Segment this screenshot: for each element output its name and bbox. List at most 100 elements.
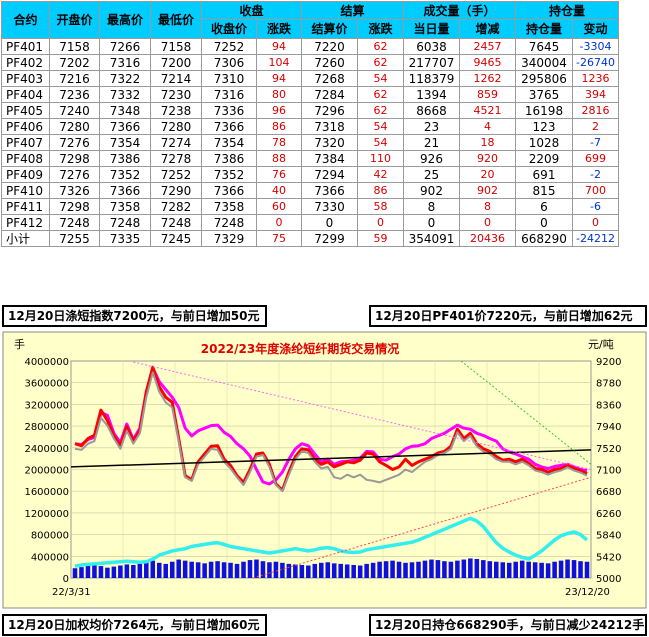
- row-contract: PF404: [1, 86, 50, 103]
- table-cell: 21: [403, 134, 460, 151]
- volume-bar: [331, 563, 337, 578]
- volume-bar: [182, 560, 188, 578]
- table-row: PF402 7202 7316 7200 7306 104 7260 62 217707 9465…: [1, 54, 619, 71]
- table-cell: 7248: [150, 214, 202, 231]
- volume-bar: [228, 562, 233, 578]
- table-cell: 94: [256, 38, 302, 55]
- table-cell: 59: [357, 230, 404, 247]
- volume-bar: [344, 564, 350, 578]
- banner-weighted-price: 12月20日加权均价7264元，与前日增加60元: [2, 614, 267, 636]
- table-cell: 7276: [49, 134, 100, 151]
- table-cell: 7284: [301, 86, 358, 103]
- header-close-price: 收盘价: [201, 19, 257, 39]
- series-line-1: [74, 365, 588, 492]
- volume-bar: [403, 562, 408, 578]
- header-volume-change: 增减: [459, 19, 516, 39]
- table-cell: -6: [572, 198, 619, 215]
- table-cell: 7278: [150, 150, 202, 167]
- header-volume-day: 当日量: [403, 19, 460, 39]
- table-cell: 7298: [49, 150, 100, 167]
- table-cell: 8: [459, 198, 516, 215]
- table-cell: 7255: [49, 230, 100, 247]
- table-row: PF412 7248 7248 7248 7248 0 0 0 0 0 0 0: [1, 214, 619, 231]
- left-tick-label: 4000000: [24, 357, 69, 368]
- table-cell: 691: [515, 166, 573, 183]
- table-cell: 902: [459, 182, 516, 199]
- volume-bar: [267, 562, 272, 578]
- series-line-0: [74, 366, 588, 486]
- volume-bar: [481, 560, 486, 578]
- volume-bar: [221, 562, 227, 578]
- table-cell: 0: [515, 214, 573, 231]
- table-cell: 3765: [515, 86, 573, 103]
- volume-bar: [584, 561, 590, 578]
- row-contract: PF406: [1, 118, 50, 135]
- left-unit-label: 手: [14, 337, 25, 351]
- table-cell: 340004: [515, 54, 573, 71]
- table-cell: 40: [256, 182, 302, 199]
- table-cell: 7248: [201, 214, 257, 231]
- banner-open-interest: 12月20日持仓668290手，与前日减少24212手: [369, 614, 647, 636]
- volume-bar: [351, 564, 356, 578]
- table-cell: 7330: [301, 198, 358, 215]
- row-contract: PF410: [1, 182, 50, 199]
- table-cell: 25: [403, 166, 460, 183]
- table-row: PF408 7298 7386 7278 7386 88 7384 110 926 920 2209…: [1, 150, 619, 167]
- volume-bar: [202, 563, 207, 578]
- table-cell: 7352: [99, 166, 151, 183]
- volume-bar: [325, 562, 331, 578]
- table-cell: 7280: [150, 118, 202, 135]
- table-cell: 7326: [49, 182, 100, 199]
- table-cell: 7158: [49, 38, 100, 55]
- table-cell: 7245: [150, 230, 202, 247]
- volume-bar: [539, 562, 544, 578]
- left-tick-label: 400000: [31, 552, 69, 563]
- table-cell: 7332: [99, 86, 151, 103]
- table-cell: 7280: [49, 118, 100, 135]
- header-row-1: 合约 开盘价 最高价 最低价 收盘 结算 成交量（手） 持仓量: [1, 1, 619, 39]
- table-cell: 7335: [99, 230, 151, 247]
- table-cell: 7252: [201, 38, 257, 55]
- volume-bar: [370, 562, 376, 578]
- table-cell: 110: [357, 150, 404, 167]
- table-cell: 118379: [403, 70, 460, 87]
- table-cell: 88: [256, 150, 302, 167]
- volume-bar: [306, 565, 311, 578]
- left-tick-label: 800000: [31, 531, 69, 542]
- header-contract: 合约: [1, 1, 50, 39]
- table-cell: 94: [256, 70, 302, 87]
- volume-bar: [312, 563, 318, 578]
- row-contract: 小计: [1, 230, 50, 247]
- right-tick-label: 6260: [596, 509, 621, 520]
- table-cell: 354091: [403, 230, 460, 247]
- table-cell: 7298: [49, 198, 100, 215]
- volume-bar: [254, 559, 259, 578]
- volume-bar: [429, 559, 434, 578]
- table-cell: 1262: [459, 70, 516, 87]
- volume-bar: [293, 564, 298, 578]
- table-cell: 6038: [403, 38, 460, 55]
- row-contract: PF411: [1, 198, 50, 215]
- volume-bar: [85, 564, 91, 578]
- table-cell: 4: [459, 118, 516, 135]
- volume-bar: [156, 562, 162, 578]
- table-cell: 86: [357, 182, 404, 199]
- table-row: PF405 7240 7348 7238 7336 96 7296 62 8668 4521 161…: [1, 102, 619, 119]
- table-cell: 96: [256, 102, 302, 119]
- table-cell: 7316: [201, 86, 257, 103]
- table-cell: 7310: [201, 70, 257, 87]
- volume-bar: [208, 561, 214, 578]
- header-close: 收盘: [201, 1, 302, 20]
- table-cell: 7230: [150, 86, 202, 103]
- volume-bar: [377, 561, 382, 578]
- table-cell: 16198: [515, 102, 573, 119]
- volume-bar: [416, 561, 421, 578]
- volume-bar: [131, 564, 136, 578]
- table-cell: 2457: [459, 38, 516, 55]
- table-cell: 7384: [301, 150, 358, 167]
- table-cell: 2: [572, 118, 619, 135]
- volume-bar: [163, 563, 169, 578]
- table-cell: 2209: [515, 150, 573, 167]
- table-cell: 1236: [572, 70, 619, 87]
- table-cell: 7329: [201, 230, 257, 247]
